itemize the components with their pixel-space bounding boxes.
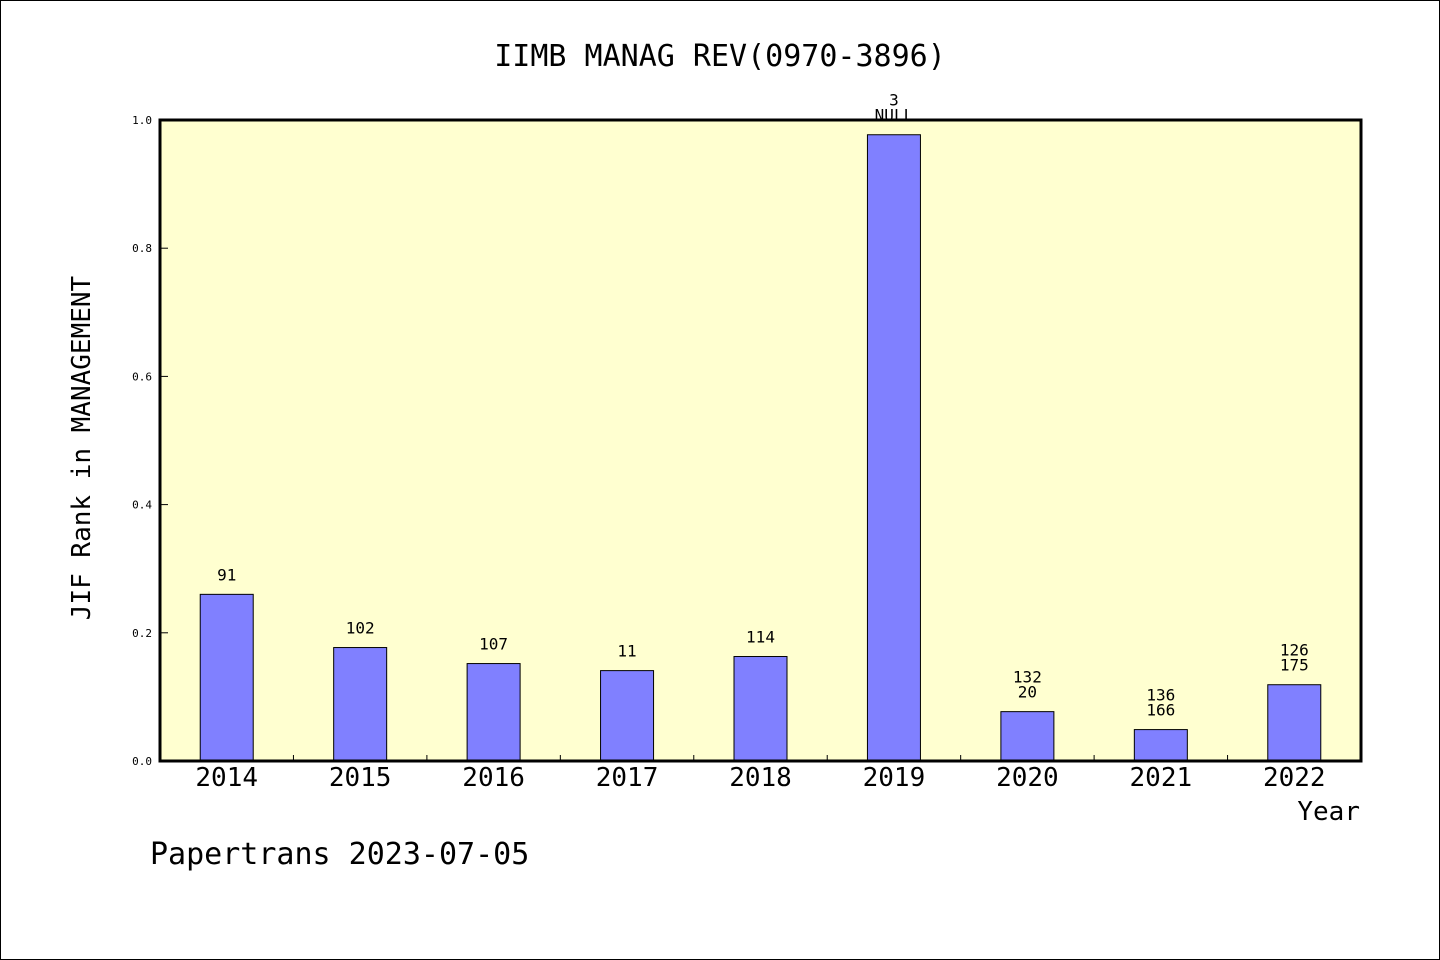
y-tick-label-1.0: 1.0: [132, 114, 152, 127]
bar-2022: [1267, 684, 1322, 762]
x-tick-label-2016: 2016: [462, 763, 525, 793]
x-tick-label-2017: 2017: [596, 763, 659, 793]
bar-label-2020-2: 20: [1018, 683, 1037, 702]
y-axis-ticks: 0.0 0.2 0.4 0.6 0.8 1.0: [132, 114, 168, 768]
bars-group: [199, 134, 1322, 762]
bar-label-2022-2: 175: [1280, 656, 1309, 675]
bar-label-2018-1: 114: [746, 628, 775, 647]
x-tick-label-2021: 2021: [1130, 763, 1193, 793]
bar-2021: [1133, 729, 1188, 762]
bar-2017: [600, 670, 655, 762]
y-tick-label-0.6: 0.6: [132, 370, 152, 383]
bar-label-2017-1: 11: [617, 642, 636, 661]
bar-label-2015-1: 102: [346, 619, 375, 638]
bar-2016: [466, 663, 521, 762]
bar-2020: [1000, 711, 1055, 762]
bar-label-2014-1: 91: [217, 565, 236, 584]
y-tick-label-0.0: 0.0: [132, 755, 152, 768]
plot-border: [158, 118, 1363, 763]
y-tick-label-0.4: 0.4: [132, 499, 152, 512]
x-tick-label-2014: 2014: [195, 763, 258, 793]
x-tick-label-2015: 2015: [329, 763, 392, 793]
x-tick-label-2022: 2022: [1263, 763, 1326, 793]
x-axis-label: Year: [1297, 797, 1360, 827]
footer-text: Papertrans 2023-07-05: [150, 837, 529, 872]
bar-label-2019-1: 3: [889, 91, 899, 110]
y-tick-label-0.2: 0.2: [132, 627, 152, 640]
y-tick-label-0.8: 0.8: [132, 242, 152, 255]
bar-2015: [333, 647, 388, 762]
bar-label-2021-2: 166: [1146, 701, 1175, 720]
bar-2019: [866, 134, 921, 762]
bar-label-2016-1: 107: [479, 635, 508, 654]
chart-title: IIMB MANAG REV(0970-3896): [494, 39, 946, 74]
bar-label-2022-1: 126: [1280, 641, 1309, 660]
bar-2014: [199, 593, 254, 762]
bar-label-2020-1: 132: [1013, 668, 1042, 687]
bar-2018: [733, 656, 788, 762]
x-tick-label-2018: 2018: [729, 763, 792, 793]
x-tick-label-2020: 2020: [996, 763, 1059, 793]
y-axis-label: JIF Rank in MANAGEMENT: [67, 275, 97, 620]
x-tick-label-2019: 2019: [863, 763, 926, 793]
x-axis-ticks: 2014 2015 2016 2017 2018 2019 2020 2021 2022: [195, 755, 1326, 793]
bar-label-2019-2: NULL: [875, 106, 914, 125]
bar-label-2021-1: 136: [1146, 686, 1175, 705]
